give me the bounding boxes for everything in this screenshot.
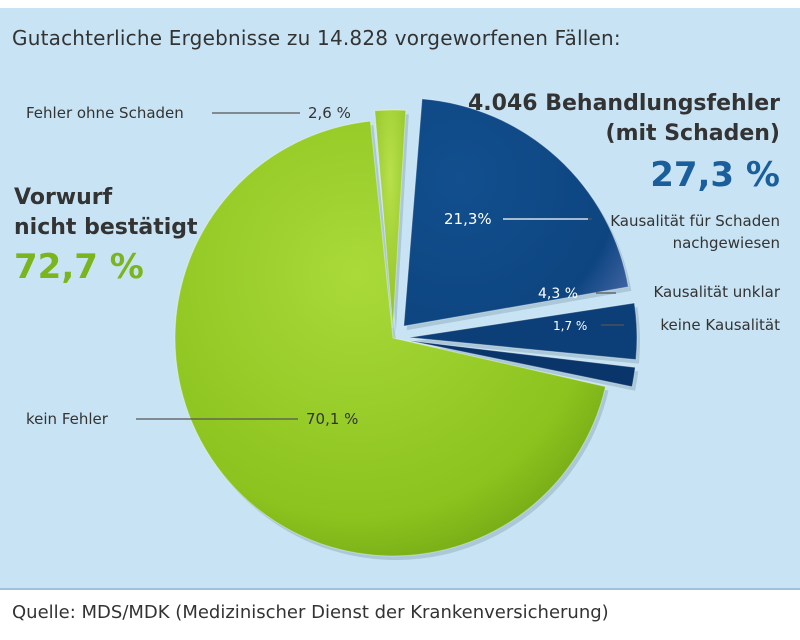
slice-label-keine-kausalitaet: keine Kausalität xyxy=(660,316,780,334)
group-label-not-confirmed-line1: Vorwurf xyxy=(14,185,113,210)
group-percent-treatment-errors: 27,3 % xyxy=(650,155,780,195)
pie-slice xyxy=(408,340,636,388)
slice-value-kausalitaet-nachgewiesen: 21,3% xyxy=(444,210,492,228)
slice-value-kausalitaet-unklar: 4,3 % xyxy=(538,286,578,302)
pie-slice xyxy=(403,98,629,327)
pie-slices xyxy=(174,98,640,560)
group-label-not-confirmed-line2: nicht bestätigt xyxy=(14,215,198,240)
slice-label-kausalitaet-unklar: Kausalität unklar xyxy=(653,283,780,301)
slice-label-kein-fehler: kein Fehler xyxy=(26,410,109,428)
pie-slice xyxy=(174,120,607,557)
footer-separator xyxy=(0,588,800,590)
slice-value-fehler-ohne-schaden: 2,6 % xyxy=(308,104,351,122)
pie-slice xyxy=(374,109,407,329)
pie-chart: Vorwurf nicht bestätigt 72,7 % 4.046 Beh… xyxy=(14,91,781,560)
slice-label-kausalitaet-nachgewiesen-line1: Kausalität für Schaden xyxy=(610,212,780,230)
group-label-treatment-errors-line2: (mit Schaden) xyxy=(606,121,780,146)
pie-slice xyxy=(408,302,638,361)
group-percent-not-confirmed: 72,7 % xyxy=(14,247,144,287)
slice-value-kein-fehler: 70,1 % xyxy=(306,410,358,428)
chart-title: Gutachterliche Ergebnisse zu 14.828 vorg… xyxy=(12,26,621,50)
slice-label-kausalitaet-nachgewiesen-line2: nachgewiesen xyxy=(673,234,780,252)
chart-source: Quelle: MDS/MDK (Medizinischer Dienst de… xyxy=(12,602,609,623)
leader-lines xyxy=(136,112,624,420)
slice-label-fehler-ohne-schaden: Fehler ohne Schaden xyxy=(26,104,184,122)
slice-value-keine-kausalitaet: 1,7 % xyxy=(553,319,587,333)
group-label-treatment-errors-line1: 4.046 Behandlungsfehler xyxy=(468,91,780,116)
